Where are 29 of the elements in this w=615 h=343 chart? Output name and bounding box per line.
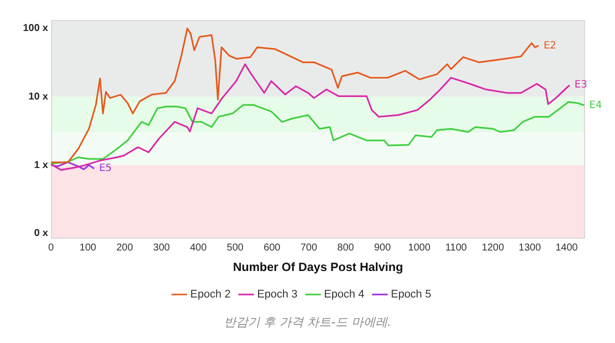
x-tick-label: 400 [190, 242, 208, 254]
x-tick-label: 700 [300, 242, 318, 254]
y-tick-label: 1 x [34, 160, 48, 171]
x-tick-label: 900 [374, 242, 392, 254]
x-tick-label: 500 [226, 242, 244, 254]
x-tick-label: 300 [153, 242, 170, 254]
x-tick-label: 0 [48, 242, 54, 254]
y-tick-label: 100 x [22, 23, 48, 34]
legend-label: Epoch 4 [324, 288, 364, 301]
x-tick-label: 1200 [482, 242, 504, 254]
annotation: E4 [589, 100, 602, 111]
x-tick-label: 100 [80, 242, 97, 254]
x-tick-label: 1400 [555, 242, 578, 254]
x-tick-label: 800 [337, 242, 354, 254]
annotation: E2 [544, 40, 556, 52]
x-tick-label: 1300 [518, 242, 542, 254]
x-tick-label: 600 [264, 242, 281, 254]
x-axis-title: Number Of Days Post Halving [232, 260, 404, 274]
legend-label: Epoch 2 [190, 288, 231, 301]
y-tick-label: 0 x [34, 228, 48, 240]
x-tick-label: 1000 [408, 242, 431, 254]
x-tick-label: 1100 [445, 242, 468, 254]
annotation: E3 [574, 80, 588, 91]
text: 반감기 후 가격 차트-드 마에레. [222, 314, 392, 331]
legend-label: Epoch 5 [390, 288, 432, 301]
y-tick-label: 10 x [28, 92, 48, 103]
x-tick-label: 200 [116, 242, 134, 254]
annotation: E5 [99, 163, 112, 174]
legend-label: Epoch 3 [257, 288, 298, 301]
